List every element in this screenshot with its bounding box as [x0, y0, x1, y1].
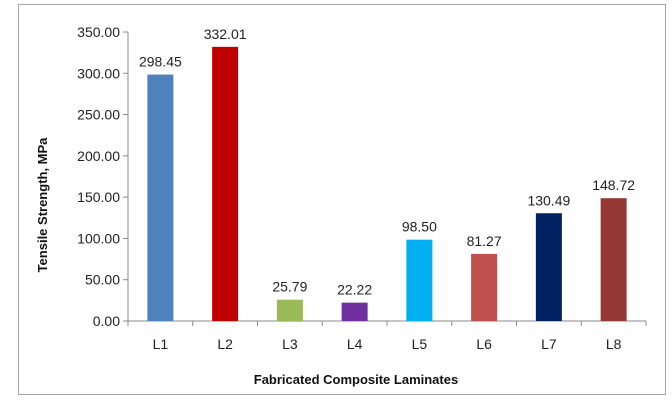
data-label-L2: 332.01 — [204, 26, 247, 42]
y-tick-label: 200.00 — [77, 148, 120, 164]
bar-L3 — [276, 299, 303, 321]
bar-L4 — [341, 302, 368, 321]
y-tick-label: 300.00 — [77, 65, 120, 81]
data-label-L4: 22.22 — [337, 282, 372, 298]
y-axis-title: Tensile Strength, MPa — [35, 137, 50, 273]
data-label-L3: 25.79 — [272, 279, 307, 295]
y-tick-label: 350.00 — [77, 24, 120, 40]
y-tick-label: 100.00 — [77, 230, 120, 246]
bar-L1 — [147, 74, 174, 321]
x-tick-label-L3: L3 — [282, 336, 298, 352]
y-tick-label: 50.00 — [85, 272, 120, 288]
chart-frame — [18, 4, 666, 395]
y-tick-label: 150.00 — [77, 189, 120, 205]
y-axis-ticks: 0.00 50.00 100.00 150.00 200.00 250.00 300.00 3… — [77, 24, 128, 329]
data-label-L8: 148.72 — [592, 177, 635, 193]
data-label-L5: 98.50 — [402, 219, 437, 235]
x-tick-label-L2: L2 — [217, 336, 233, 352]
y-tick-label: 250.00 — [77, 107, 120, 123]
data-label-L1: 298.45 — [139, 54, 182, 70]
x-tick-label-L1: L1 — [153, 336, 169, 352]
x-tick-label-L8: L8 — [606, 336, 622, 352]
x-axis-title: Fabricated Composite Laminates — [254, 372, 458, 387]
bar-L8 — [600, 198, 627, 321]
bar-L7 — [535, 213, 562, 321]
x-tick-label-L5: L5 — [412, 336, 428, 352]
data-label-L7: 130.49 — [527, 192, 570, 208]
x-tick-label-L4: L4 — [347, 336, 363, 352]
x-tick-label-L7: L7 — [541, 336, 557, 352]
bar-L2 — [212, 46, 239, 321]
x-tick-label-L6: L6 — [476, 336, 492, 352]
x-axis-ticks: L1 L2 L3 L4 L5 L6 L7 L8 — [127, 321, 647, 352]
y-tick-label: 0.00 — [93, 313, 120, 329]
bars: 298.45 332.01 25.79 22.22 98.50 81.27 130.49 14… — [139, 26, 635, 321]
bar-L5 — [406, 239, 433, 321]
bar-L6 — [471, 253, 498, 321]
data-label-L6: 81.27 — [467, 233, 502, 249]
